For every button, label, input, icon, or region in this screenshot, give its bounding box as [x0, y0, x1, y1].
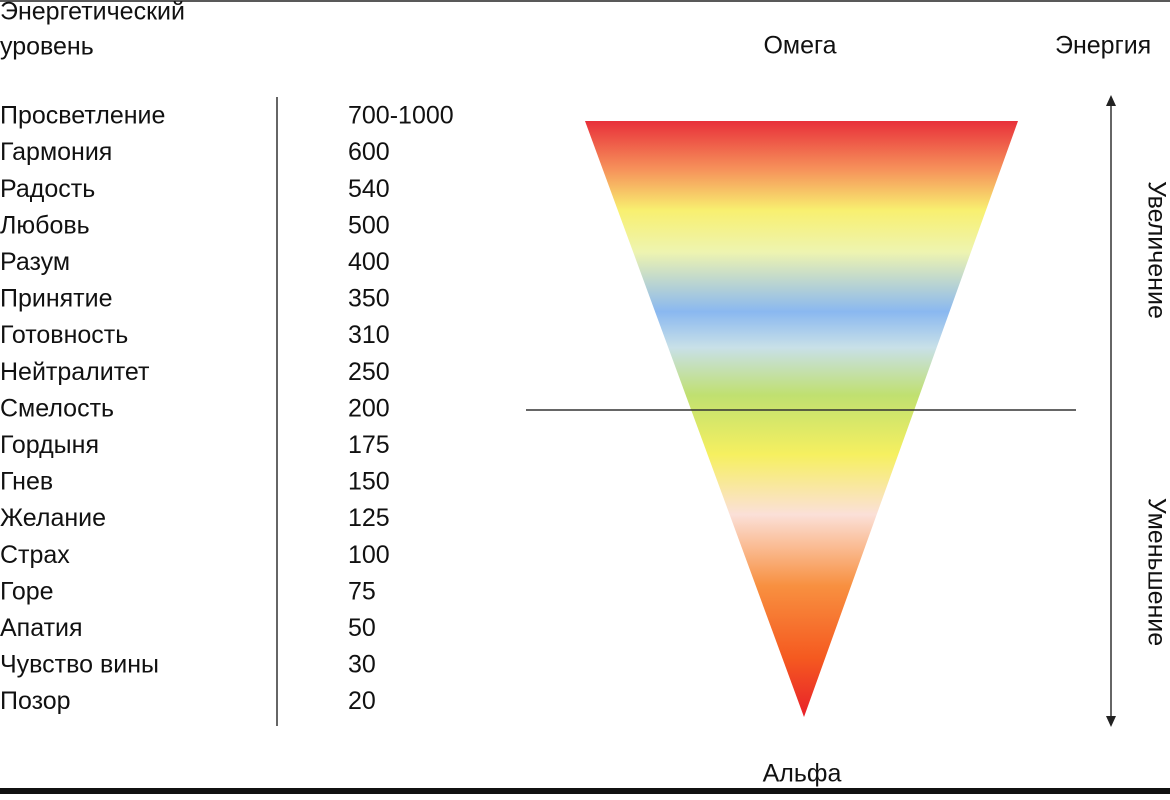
- row-value: 30: [348, 651, 376, 679]
- row-value: 50: [348, 614, 376, 642]
- arrow-up: [1106, 95, 1116, 106]
- row-name: Гордыня: [0, 431, 99, 459]
- row-name: Нейтралитет: [0, 358, 150, 386]
- spectrum-triangle: [585, 121, 1018, 717]
- bottom-label: Альфа: [763, 760, 842, 788]
- row-value: 310: [348, 321, 390, 349]
- row-value: 400: [348, 248, 390, 276]
- row-name: Горе: [0, 577, 54, 605]
- row-value: 540: [348, 175, 390, 203]
- row-value: 600: [348, 138, 390, 166]
- row-name: Смелость: [0, 394, 114, 422]
- row-value: 75: [348, 577, 376, 605]
- row-name: Принятие: [0, 285, 113, 313]
- row-value: 500: [348, 211, 390, 239]
- row-value: 700-1000: [348, 102, 454, 130]
- row-name: Апатия: [0, 614, 83, 642]
- row-name: Разум: [0, 248, 70, 276]
- header-title: уровень: [0, 33, 94, 61]
- down-label: Уменьшение: [1142, 498, 1170, 646]
- row-name: Готовность: [0, 321, 128, 349]
- row-value: 175: [348, 431, 390, 459]
- arrow-down: [1106, 716, 1116, 727]
- row-value: 200: [348, 394, 390, 422]
- top-label: Омега: [763, 32, 836, 60]
- row-name: Гнев: [0, 468, 53, 496]
- axis-label: Энергия: [1055, 32, 1151, 60]
- row-name: Просветление: [0, 102, 165, 130]
- row-name: Гармония: [0, 138, 112, 166]
- row-value: 150: [348, 468, 390, 496]
- row-value: 125: [348, 504, 390, 532]
- row-name: Любовь: [0, 211, 90, 239]
- row-value: 250: [348, 358, 390, 386]
- up-label: Увеличение: [1142, 181, 1170, 319]
- header-title: Энергетический: [0, 0, 185, 26]
- row-name: Страх: [0, 541, 70, 569]
- row-value: 100: [348, 541, 390, 569]
- row-value: 20: [348, 687, 376, 715]
- row-name: Желание: [0, 504, 106, 532]
- row-name: Чувство вины: [0, 651, 159, 679]
- row-value: 350: [348, 285, 390, 313]
- row-name: Радость: [0, 175, 95, 203]
- table: Просветление 700-1000 Гармония 600 Радость 54…: [0, 102, 454, 716]
- row-name: Позор: [0, 687, 71, 715]
